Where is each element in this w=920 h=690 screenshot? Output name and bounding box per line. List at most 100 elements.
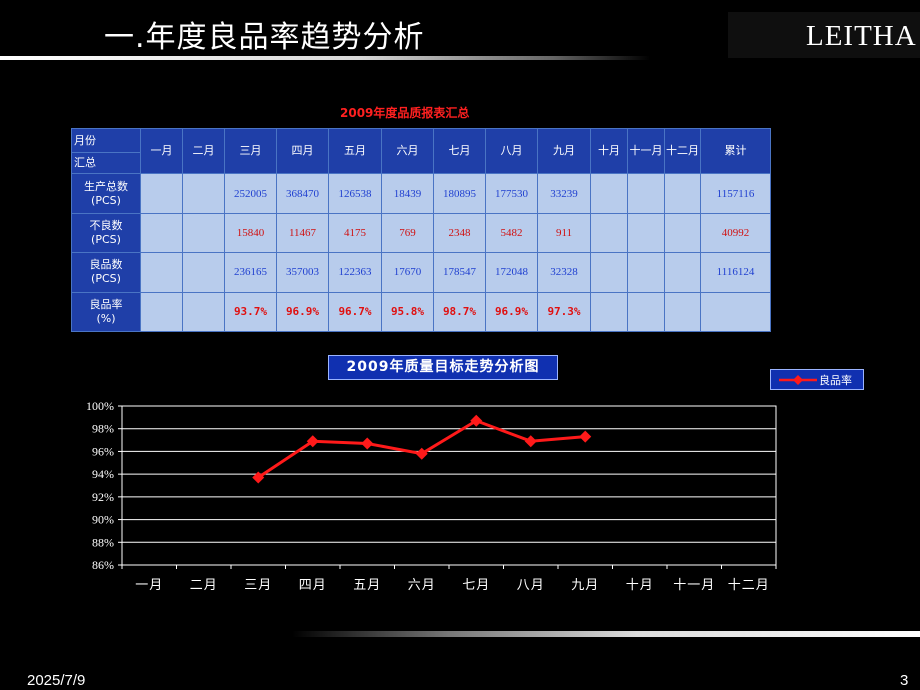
y-tick-label: 86%: [92, 558, 114, 572]
chart-legend: 良品率: [770, 369, 864, 390]
table-cell: [590, 291, 628, 333]
header-month: 六月: [381, 127, 434, 175]
header-month: 三月: [224, 127, 277, 175]
chart-title: 2009年质量目标走势分析图: [328, 355, 558, 380]
table-cell: [627, 173, 665, 214]
header-month: 十二月: [664, 127, 701, 175]
row-header: 不良数 (PCS): [71, 212, 141, 254]
table-cell: 97.3%: [537, 291, 591, 333]
header-month: 八月: [485, 127, 538, 175]
table-cell: 177530: [485, 173, 538, 214]
table-cell: 4175: [328, 212, 382, 254]
row-header: 生产总数 (PCS): [71, 173, 141, 214]
x-tick-label: 七月: [462, 578, 490, 593]
footer-date: 2025/7/9: [27, 672, 86, 689]
title-underline: [0, 56, 650, 60]
total-cell: 1157116: [700, 173, 771, 214]
row-unit: (PCS): [91, 193, 121, 207]
x-tick-label: 三月: [244, 578, 272, 593]
table-row: 不良数 (PCS) 15840 11467 4175 769 2348 5482 911 4099…: [71, 212, 771, 254]
table-cell: 2348: [433, 212, 486, 254]
table-cell: 368470: [276, 173, 329, 214]
table-caption: 2009年度品质报表汇总: [340, 106, 470, 120]
total-cell: [700, 291, 771, 333]
plot-area: [121, 405, 777, 566]
data-point: [361, 437, 374, 450]
table-cell: [140, 212, 183, 254]
company-logo: LEITHA: [806, 20, 917, 52]
table-cell: 911: [537, 212, 591, 254]
x-tick-label: 十一月: [673, 578, 715, 593]
y-tick-label: 98%: [92, 422, 114, 436]
table-header-row: 汇总: [71, 152, 771, 175]
table-cell: 96.7%: [328, 291, 382, 333]
table-header-row: 月份 一月 二月 三月 四月 五月 六月 七月 八月 九月 十月 十一月 十二月 累计: [71, 127, 771, 175]
x-tick-label: 五月: [353, 578, 381, 593]
bottom-divider: [292, 631, 920, 637]
header-month: 四月: [276, 127, 329, 175]
y-tick-label: 90%: [92, 513, 114, 527]
x-tick-label: 九月: [571, 578, 599, 593]
data-point: [306, 435, 319, 448]
x-tick-label: 十二月: [728, 578, 770, 593]
data-point: [579, 430, 592, 443]
table-cell: 17670: [381, 252, 434, 293]
header-month: 七月: [433, 127, 486, 175]
table-cell: 172048: [485, 252, 538, 293]
data-point: [415, 447, 428, 460]
header-month: 十一月: [627, 127, 665, 175]
row-label: 良品率: [89, 297, 123, 311]
y-tick-label: 88%: [92, 535, 114, 549]
row-label: 良品数: [89, 258, 123, 272]
data-point: [470, 414, 483, 427]
table-cell: [590, 252, 628, 293]
logo-background: [728, 12, 920, 58]
x-tick-label: 六月: [408, 578, 436, 593]
data-point: [252, 471, 265, 484]
header-month: 十月: [590, 127, 628, 175]
table-cell: 126538: [328, 173, 382, 214]
row-header: 良品率 (%): [71, 291, 141, 333]
y-tick-label: 100%: [86, 399, 114, 413]
x-tick-label: 二月: [190, 578, 218, 593]
table-cell: [140, 291, 183, 333]
table-cell: 93.7%: [224, 291, 277, 333]
header-total: 累计: [700, 127, 771, 175]
row-unit: (PCS): [91, 233, 121, 246]
quality-report-table: 月份 一月 二月 三月 四月 五月 六月 七月 八月 九月 十月 十一月 十二月 累计 汇总 生产总数 (PCS…: [71, 127, 771, 333]
header-month: 一月: [140, 127, 183, 175]
legend-label: 良品率: [819, 374, 852, 387]
table-cell: 11467: [276, 212, 329, 254]
x-tick-label: 十月: [626, 578, 654, 593]
header-month: 九月: [537, 127, 591, 175]
row-unit: (PCS): [91, 272, 121, 286]
table-cell: 769: [381, 212, 434, 254]
y-tick-label: 96%: [92, 444, 114, 458]
table-cell: 32328: [537, 252, 591, 293]
legend-line-marker-icon: [779, 375, 817, 385]
data-point: [524, 435, 537, 448]
x-tick-label: 八月: [517, 578, 545, 593]
table-cell: 98.7%: [433, 291, 486, 333]
y-tick-label: 94%: [92, 467, 114, 481]
table-cell: 96.9%: [276, 291, 329, 333]
header-month: 五月: [328, 127, 382, 175]
x-tick-label: 四月: [299, 578, 327, 593]
table-row: 生产总数 (PCS) 252005 368470 126538 18439 180895 17…: [71, 173, 771, 214]
x-tick-label: 一月: [135, 578, 163, 593]
table-cell: [664, 291, 701, 333]
row-label: 生产总数: [84, 179, 128, 193]
row-unit: (%): [96, 311, 116, 325]
table-row: 良品率 (%) 93.7% 96.9% 96.7% 95.8% 98.7% 96.9% 97.3…: [71, 291, 771, 333]
table-cell: 96.9%: [485, 291, 538, 333]
y-tick-label: 92%: [92, 490, 114, 504]
table-cell: 357003: [276, 252, 329, 293]
table-row: 良品数 (PCS) 236165 357003 122363 17670 178547 172…: [71, 252, 771, 293]
row-label: 不良数: [89, 219, 123, 232]
header-corner-summary: 汇总: [71, 152, 141, 175]
slide-title: 一.年度良品率趋势分析: [104, 20, 425, 55]
header-month: 二月: [182, 127, 225, 175]
page-number: 3: [900, 672, 909, 689]
table-cell: 252005: [224, 173, 277, 214]
